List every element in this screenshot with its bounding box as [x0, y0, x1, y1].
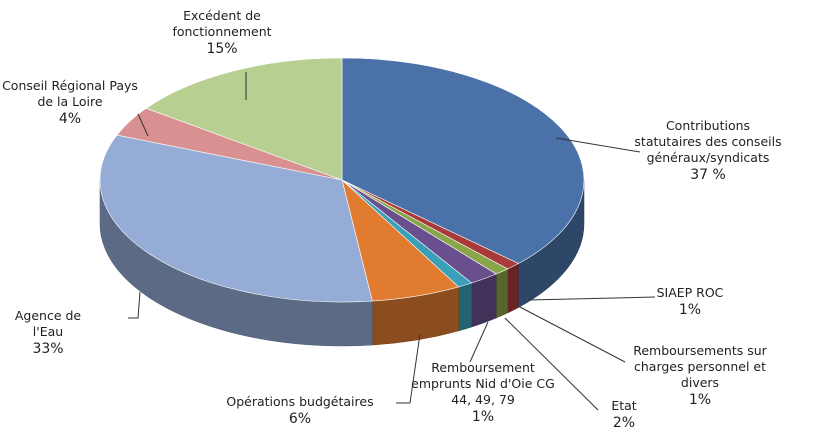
value-label: 37 % — [690, 167, 726, 183]
category-name: Excédent de fonctionnement — [172, 8, 272, 39]
slice-label: Remboursements sur charges personnel et … — [615, 343, 785, 409]
category-name: Remboursement emprunts Nid d'Oie CG 44, … — [411, 360, 555, 407]
slice-label: Agence de l'Eau 33% — [0, 308, 98, 358]
slice-side — [507, 263, 519, 314]
slice — [341, 57, 585, 264]
category-name: Conseil Régional Pays de la Loire — [2, 78, 138, 109]
slice-label: SIAEP ROC 1% — [645, 285, 735, 319]
slice-label: Remboursement emprunts Nid d'Oie CG 44, … — [403, 360, 563, 426]
slice-label: Excédent de fonctionnement 15% — [157, 8, 287, 58]
slice-side — [496, 268, 508, 319]
value-label: 33% — [32, 341, 64, 357]
value-label: 2% — [612, 415, 636, 431]
slice-label: Contributions statutaires des conseils g… — [633, 118, 783, 184]
category-name: Remboursements sur charges personnel et … — [633, 343, 767, 390]
value-label: 1% — [688, 392, 712, 408]
category-name: SIAEP ROC — [656, 285, 724, 300]
category-name: Etat — [611, 398, 637, 413]
slice — [145, 57, 343, 181]
category-name: Agence de l'Eau — [14, 308, 82, 339]
leader-line — [469, 321, 489, 363]
leader-line — [517, 305, 626, 363]
slice-label: Etat 2% — [599, 398, 649, 432]
slice-label: Opérations budgétaires 6% — [200, 394, 400, 428]
category-name: Opérations budgétaires — [226, 394, 374, 409]
slice-label: Conseil Régional Pays de la Loire 4% — [0, 78, 140, 128]
leader-line — [137, 113, 149, 137]
leader-line — [396, 333, 421, 404]
leader-line — [128, 291, 141, 319]
category-name: Contributions statutaires des conseils g… — [634, 118, 782, 165]
value-label: 6% — [288, 411, 312, 427]
value-label: 15% — [206, 41, 238, 57]
value-label: 1% — [678, 302, 702, 318]
leader-line — [555, 137, 641, 153]
slice — [99, 134, 373, 303]
value-label: 1% — [471, 409, 495, 425]
slice-side — [458, 282, 472, 332]
value-label: 4% — [58, 111, 82, 127]
leader-line — [527, 296, 656, 301]
leader-line — [504, 317, 599, 411]
